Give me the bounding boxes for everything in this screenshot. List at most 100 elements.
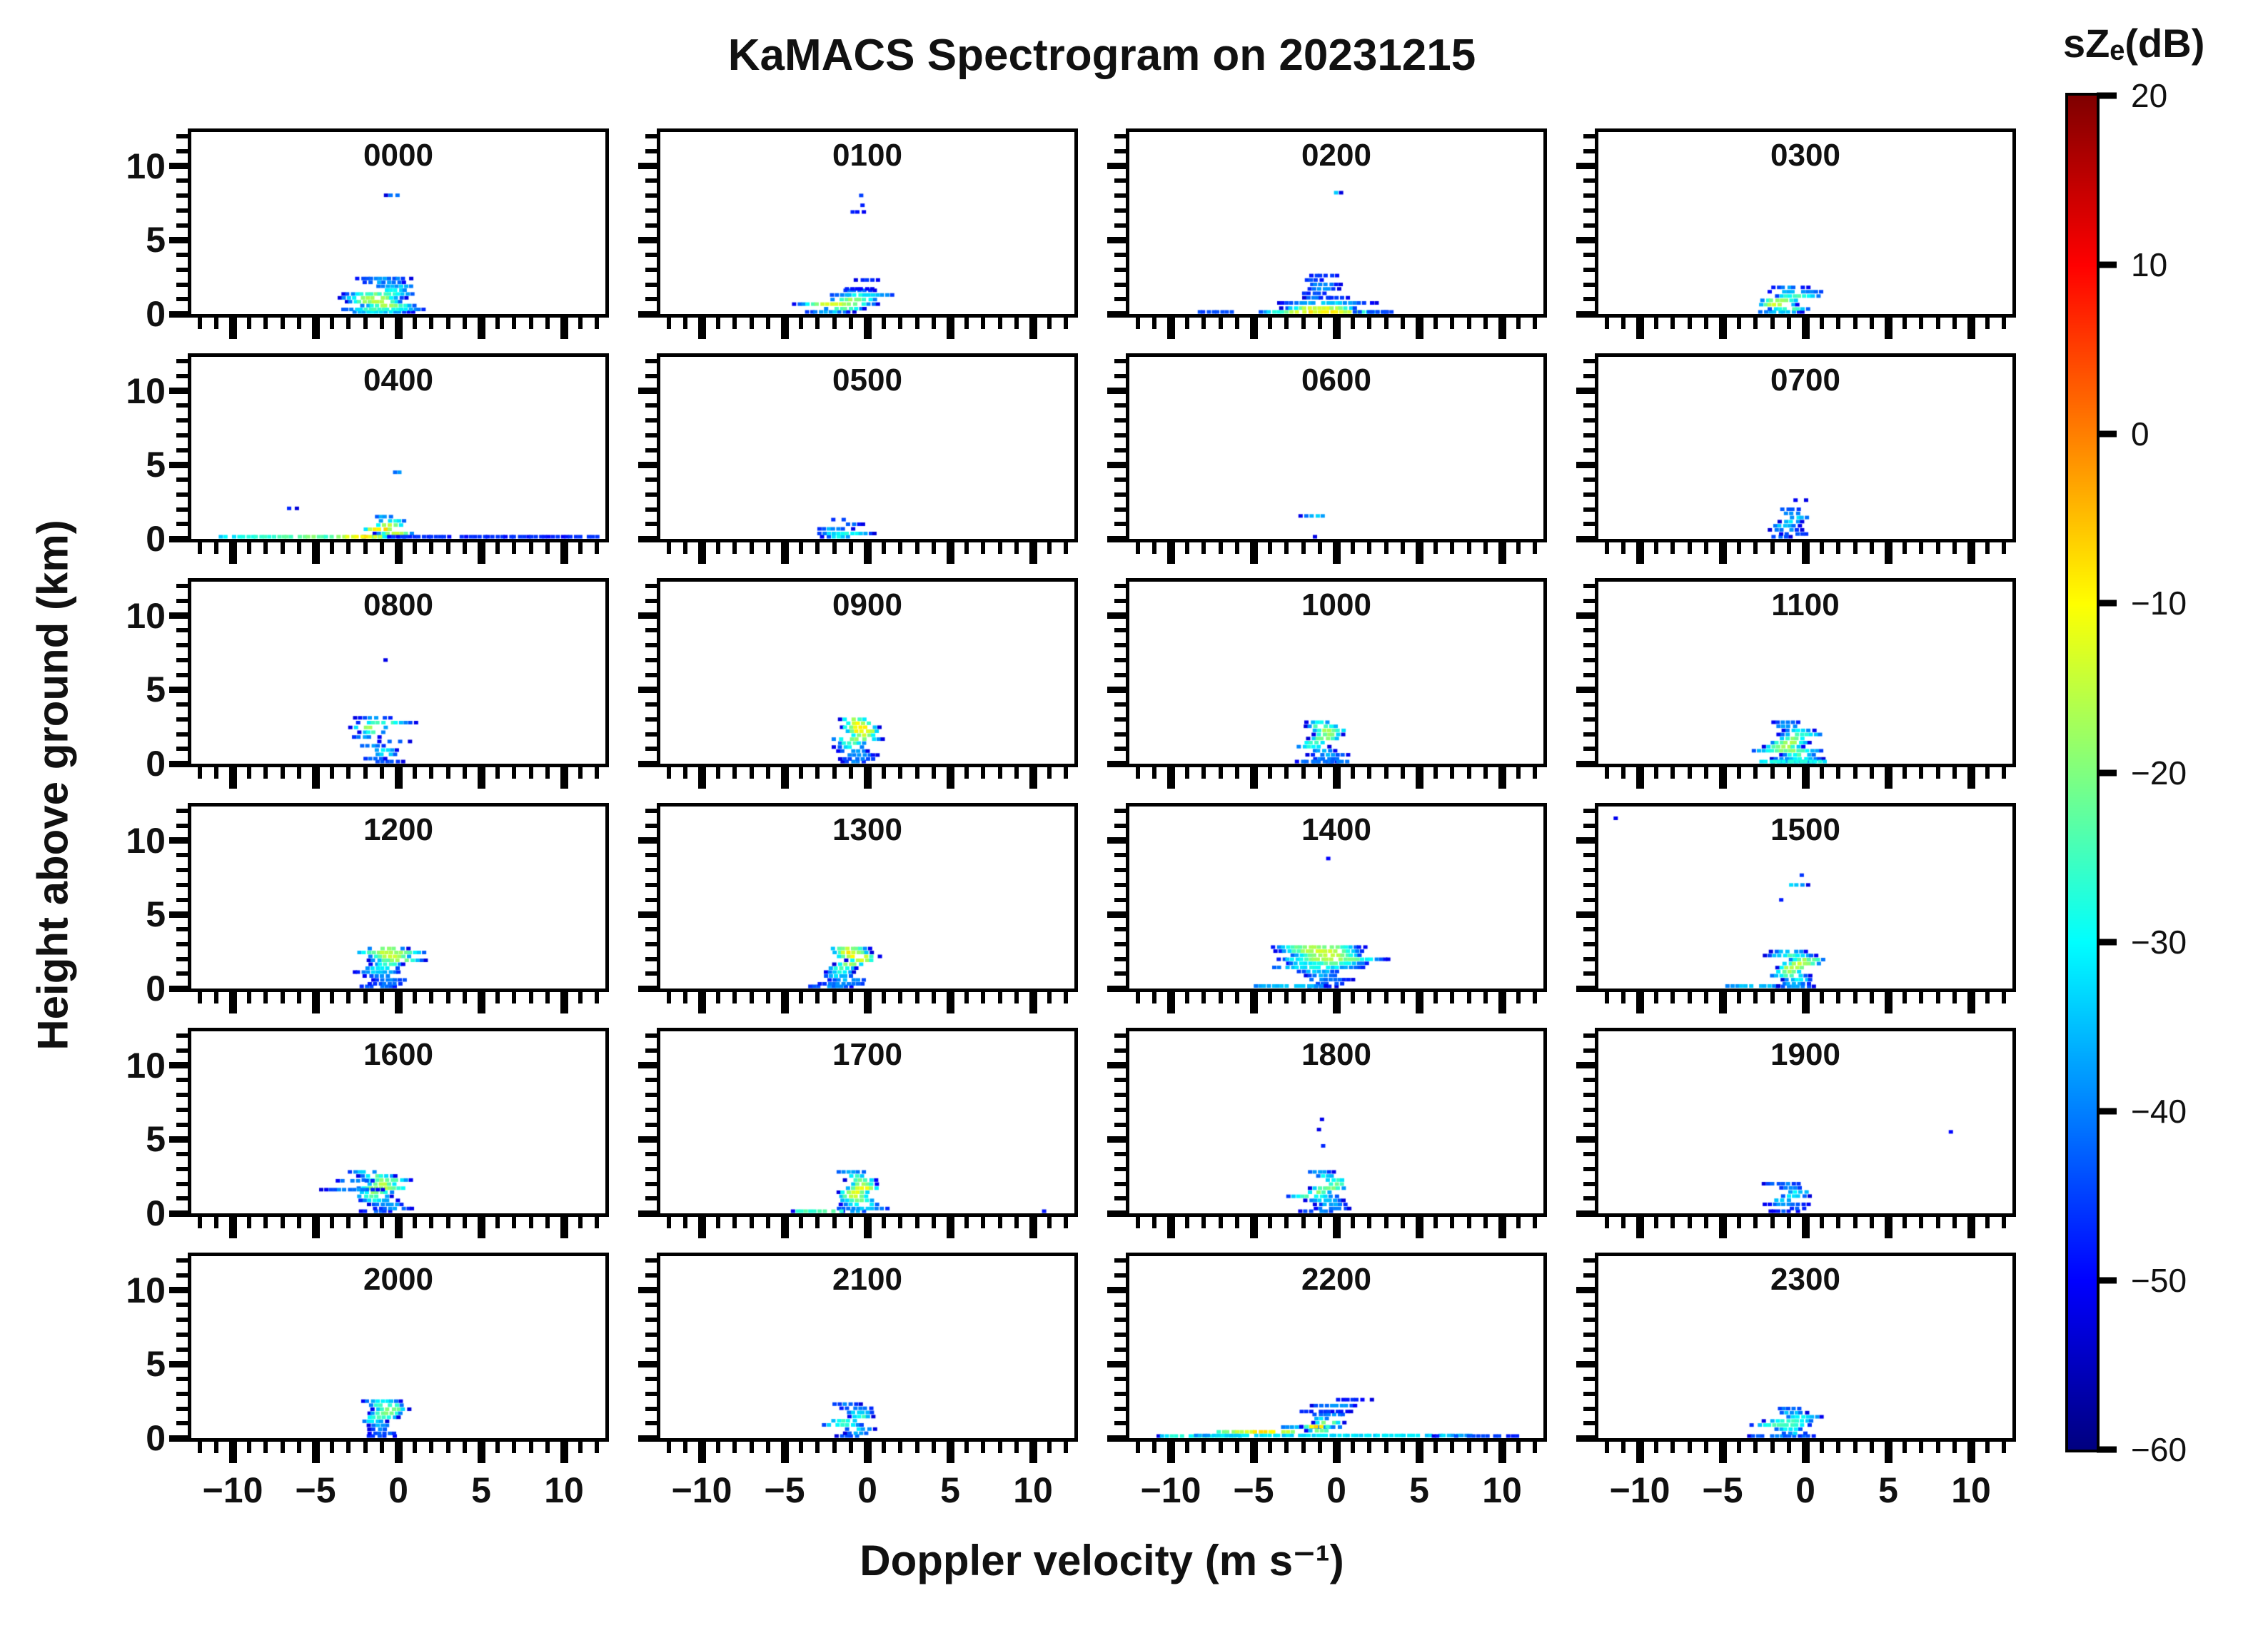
axis-tick	[176, 223, 188, 228]
axis-tick	[832, 1442, 837, 1453]
axis-tick	[749, 1442, 754, 1453]
axis-tick	[1583, 598, 1595, 603]
axis-tick	[645, 1273, 657, 1278]
axis-tick	[1801, 767, 1810, 789]
axis-tick	[1114, 1421, 1126, 1426]
axis-tick	[1029, 1217, 1037, 1238]
axis-tick	[666, 318, 671, 329]
axis-tick	[1753, 1442, 1758, 1453]
axis-tick	[1583, 193, 1595, 198]
axis-tick	[1107, 911, 1126, 918]
axis-tick	[1985, 1217, 1990, 1228]
axis-tick	[1583, 1377, 1595, 1382]
axis-tick	[495, 542, 500, 554]
axis-tick	[645, 403, 657, 408]
axis-tick	[176, 1332, 188, 1337]
axis-tick	[1301, 1442, 1306, 1453]
axis-tick	[1107, 612, 1126, 620]
axis-tick	[213, 1442, 218, 1453]
axis-tick	[780, 1217, 789, 1238]
spectrogram-canvas	[1598, 1031, 2012, 1213]
axis-tick	[1367, 318, 1372, 329]
axis-tick	[545, 318, 550, 329]
axis-tick	[176, 956, 188, 961]
x-tick-label: 10	[1951, 1470, 1991, 1510]
axis-tick	[848, 767, 853, 779]
axis-tick	[1234, 542, 1239, 554]
axis-tick	[394, 1217, 403, 1238]
axis-tick	[1114, 507, 1126, 512]
axis-tick	[645, 1033, 657, 1038]
colorbar-tick-label: 0	[2131, 415, 2149, 453]
axis-tick	[1703, 1217, 1708, 1228]
y-tick-label: 5	[146, 669, 166, 710]
axis-tick	[346, 542, 351, 554]
axis-tick	[1583, 403, 1595, 408]
axis-tick	[732, 767, 737, 779]
axis-tick	[638, 1136, 657, 1143]
axis-tick	[1753, 318, 1758, 329]
spectrogram-canvas	[191, 132, 605, 314]
axis-tick	[964, 1217, 969, 1228]
axis-tick	[1621, 542, 1626, 554]
axis-tick	[1718, 318, 1727, 339]
axis-tick	[1114, 297, 1126, 302]
axis-tick	[1114, 1152, 1126, 1157]
axis-tick	[638, 163, 657, 170]
axis-tick	[1583, 1078, 1595, 1083]
axis-tick	[1654, 318, 1659, 329]
axis-tick	[1114, 809, 1126, 814]
axis-tick	[413, 992, 418, 1003]
axis-tick	[997, 1442, 1002, 1453]
y-tick-label: 10	[126, 146, 166, 186]
axis-tick	[263, 1217, 268, 1228]
axis-tick	[638, 310, 657, 318]
subplot-time-label: 1200	[363, 812, 433, 847]
axis-tick	[645, 1152, 657, 1157]
axis-tick	[645, 971, 657, 976]
axis-tick	[1583, 1107, 1595, 1112]
axis-tick	[176, 853, 188, 858]
axis-tick	[1218, 1217, 1223, 1228]
axis-tick	[1114, 253, 1126, 258]
axis-tick	[413, 767, 418, 779]
axis-tick	[645, 598, 657, 603]
axis-tick	[176, 628, 188, 633]
axis-tick	[1450, 1442, 1455, 1453]
spectrogram-canvas	[1129, 1031, 1543, 1213]
axis-tick	[1234, 318, 1239, 329]
axis-tick	[1703, 767, 1708, 779]
y-tick-label: 10	[126, 1270, 166, 1310]
y-tick-label: 5	[146, 1119, 166, 1160]
axis-tick	[512, 318, 517, 329]
axis-tick	[1466, 542, 1471, 554]
axis-tick	[1114, 477, 1126, 482]
axis-tick	[1670, 542, 1675, 554]
axis-tick	[1576, 1136, 1595, 1143]
axis-tick	[1114, 433, 1126, 438]
axis-tick	[1836, 767, 1841, 779]
axis-tick	[176, 267, 188, 272]
axis-tick	[1820, 318, 1825, 329]
axis-tick	[311, 1217, 320, 1238]
axis-tick	[1801, 1442, 1810, 1463]
axis-tick	[1869, 318, 1874, 329]
subplot-time-label: 1700	[832, 1037, 902, 1072]
axis-tick	[645, 208, 657, 213]
axis-tick	[645, 1318, 657, 1323]
axis-tick	[280, 318, 285, 329]
axis-tick	[545, 767, 550, 779]
axis-tick	[330, 542, 335, 554]
axis-tick	[1654, 542, 1659, 554]
axis-tick	[213, 992, 218, 1003]
axis-tick	[832, 992, 837, 1003]
x-tick-label: 0	[857, 1470, 877, 1510]
axis-tick	[176, 598, 188, 603]
spectrogram-canvas	[660, 357, 1074, 539]
axis-tick	[1869, 1217, 1874, 1228]
spectrogram-canvas	[1129, 1256, 1543, 1438]
axis-tick	[263, 542, 268, 554]
spectrogram-canvas	[660, 807, 1074, 989]
axis-tick	[1533, 1217, 1538, 1228]
axis-tick	[1114, 178, 1126, 183]
